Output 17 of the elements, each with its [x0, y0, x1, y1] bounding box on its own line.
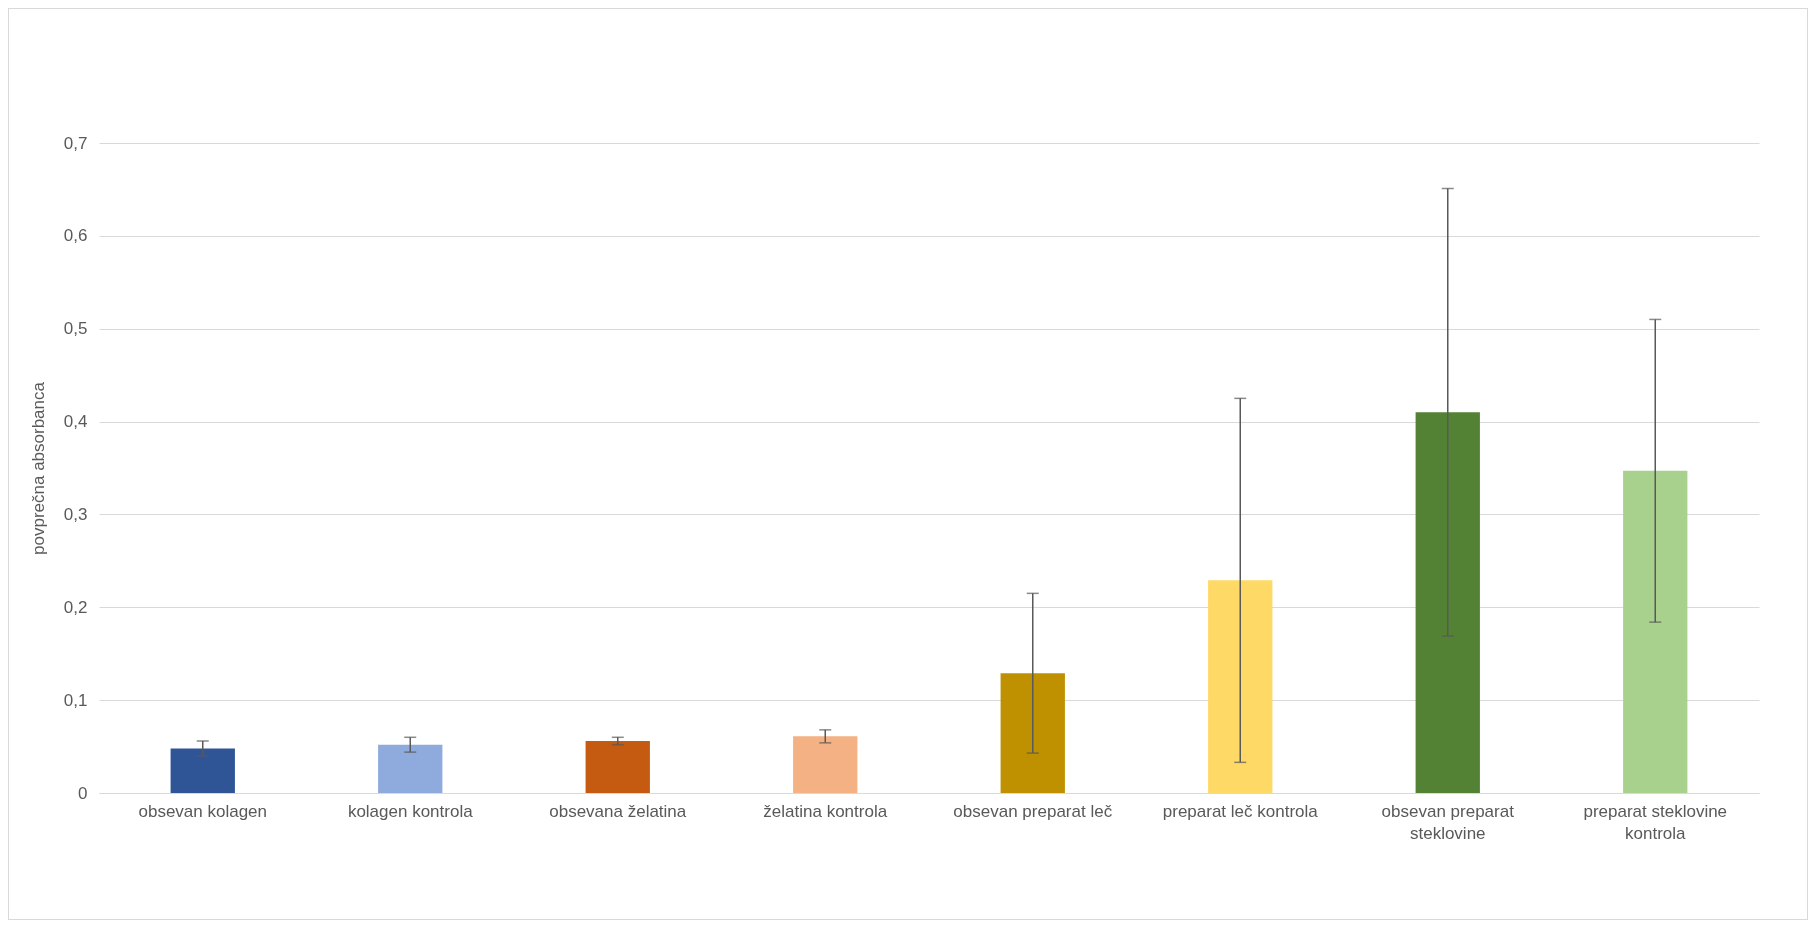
- x-tick-label: preparat leč kontrola: [1162, 801, 1319, 821]
- y-tick-label: 0,7: [63, 133, 88, 153]
- y-tick-label: 0,6: [63, 226, 88, 246]
- y-tick-label: 0,4: [63, 412, 88, 432]
- y-tick-label: 0: [78, 783, 88, 803]
- x-tick-label: želatina kontrola: [763, 801, 888, 821]
- x-tick-label: obsevana želatina: [549, 801, 687, 821]
- y-axis-title: povprečna absorbanca: [28, 381, 48, 555]
- y-tick-label: 0,5: [63, 319, 88, 339]
- x-tick-label: obsevan preparat leč: [953, 801, 1113, 821]
- x-tick-label: obsevan kolagen: [138, 801, 268, 821]
- x-tick-label: obsevan preparat steklovine: [1381, 801, 1515, 843]
- y-tick-label: 0,3: [63, 504, 88, 524]
- x-tick-label: preparat steklovine kontrola: [1583, 801, 1728, 843]
- y-tick-label: 0,2: [63, 597, 88, 617]
- y-tick-label: 0,1: [63, 690, 88, 710]
- x-tick-label: kolagen kontrola: [347, 801, 474, 821]
